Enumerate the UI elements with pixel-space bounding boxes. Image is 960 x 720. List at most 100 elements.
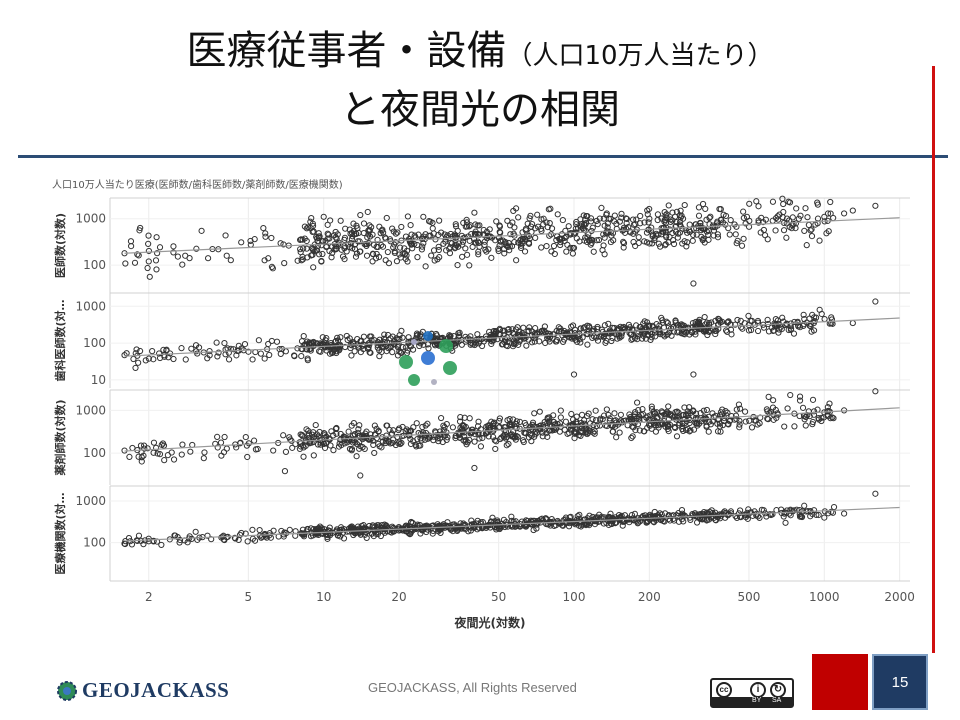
- data-point: [334, 231, 341, 238]
- data-point: [505, 325, 512, 333]
- data-point: [475, 239, 483, 247]
- data-point: [849, 207, 856, 214]
- data-point: [386, 344, 393, 351]
- data-point: [609, 334, 616, 342]
- data-point: [288, 437, 295, 444]
- data-point: [557, 239, 564, 246]
- data-point: [317, 348, 324, 355]
- data-point: [132, 364, 139, 372]
- data-point: [699, 236, 706, 244]
- data-point: [327, 341, 335, 349]
- data-point: [814, 201, 821, 208]
- data-point: [518, 242, 525, 249]
- data-point: [684, 239, 691, 246]
- data-point: [513, 432, 520, 440]
- data-point: [620, 240, 628, 247]
- data-point: [145, 538, 152, 545]
- x-tick-label: 50: [491, 590, 506, 604]
- data-point: [362, 430, 369, 437]
- trend-line: [124, 407, 900, 452]
- data-point: [616, 429, 623, 436]
- data-point: [463, 441, 470, 448]
- data-point: [786, 223, 793, 231]
- data-point: [467, 524, 475, 531]
- data-point: [360, 220, 368, 227]
- data-point: [763, 406, 770, 413]
- data-point: [769, 198, 777, 205]
- data-point: [497, 435, 504, 443]
- data-point: [522, 227, 529, 234]
- data-point: [348, 352, 355, 359]
- data-point: [320, 213, 327, 220]
- data-point: [299, 433, 306, 440]
- data-point: [396, 348, 403, 355]
- data-point: [396, 425, 403, 432]
- y-tick-label: 1000: [75, 494, 106, 508]
- data-point: [374, 344, 381, 351]
- data-point: [724, 319, 732, 326]
- data-point: [364, 234, 371, 241]
- data-point: [600, 332, 608, 340]
- data-point: [499, 340, 506, 348]
- data-point: [459, 253, 466, 260]
- cc-by-sa-badge[interactable]: cc i ↻ BY SA: [710, 678, 794, 708]
- data-point: [733, 223, 740, 230]
- data-point: [614, 325, 621, 332]
- data-point: [306, 339, 313, 346]
- data-point: [775, 329, 782, 336]
- data-point: [476, 435, 483, 442]
- data-point: [297, 236, 305, 243]
- data-point: [138, 454, 145, 461]
- data-point: [529, 419, 537, 426]
- data-point: [391, 241, 398, 248]
- data-point: [446, 524, 453, 532]
- data-point: [742, 418, 749, 425]
- data-point: [598, 204, 605, 211]
- data-point: [350, 531, 357, 539]
- title-divider: [18, 155, 948, 158]
- data-point: [697, 219, 704, 227]
- data-point: [623, 215, 630, 223]
- data-point: [670, 240, 678, 248]
- data-point: [679, 225, 686, 232]
- data-point: [815, 511, 822, 519]
- data-point: [747, 317, 754, 324]
- data-point: [350, 220, 357, 227]
- data-point: [830, 503, 838, 511]
- data-point: [783, 234, 790, 241]
- data-point: [716, 205, 723, 213]
- data-point: [607, 520, 614, 527]
- data-point: [383, 214, 390, 222]
- data-point: [303, 245, 310, 252]
- data-point: [353, 230, 360, 238]
- data-point: [726, 231, 733, 238]
- panel-points: [121, 298, 879, 378]
- data-point: [570, 371, 578, 378]
- data-point: [449, 424, 456, 431]
- data-point: [557, 241, 564, 249]
- data-point: [398, 223, 405, 231]
- y-tick-label: 10: [91, 373, 106, 387]
- data-point: [489, 514, 496, 521]
- data-point: [605, 411, 612, 419]
- data-point: [618, 419, 626, 426]
- data-point: [213, 339, 220, 346]
- data-point: [307, 533, 315, 540]
- scatter-chart: 人口10万人当たり医療(医師数/歯科医師数/薬剤師数/医療機関数) 2 5 10 20 5…: [52, 178, 915, 630]
- data-point: [233, 352, 240, 359]
- data-point: [446, 245, 453, 252]
- data-point: [710, 232, 717, 239]
- data-point: [588, 227, 595, 235]
- data-point: [341, 236, 348, 243]
- data-point: [579, 429, 586, 436]
- data-point: [121, 540, 128, 547]
- data-point: [796, 393, 804, 400]
- data-point: [328, 428, 335, 435]
- data-point: [765, 393, 772, 400]
- data-point: [297, 246, 304, 253]
- data-point: [506, 247, 513, 254]
- data-point: [712, 330, 719, 338]
- data-point: [566, 517, 573, 524]
- data-point: [826, 400, 833, 407]
- data-point: [135, 532, 143, 539]
